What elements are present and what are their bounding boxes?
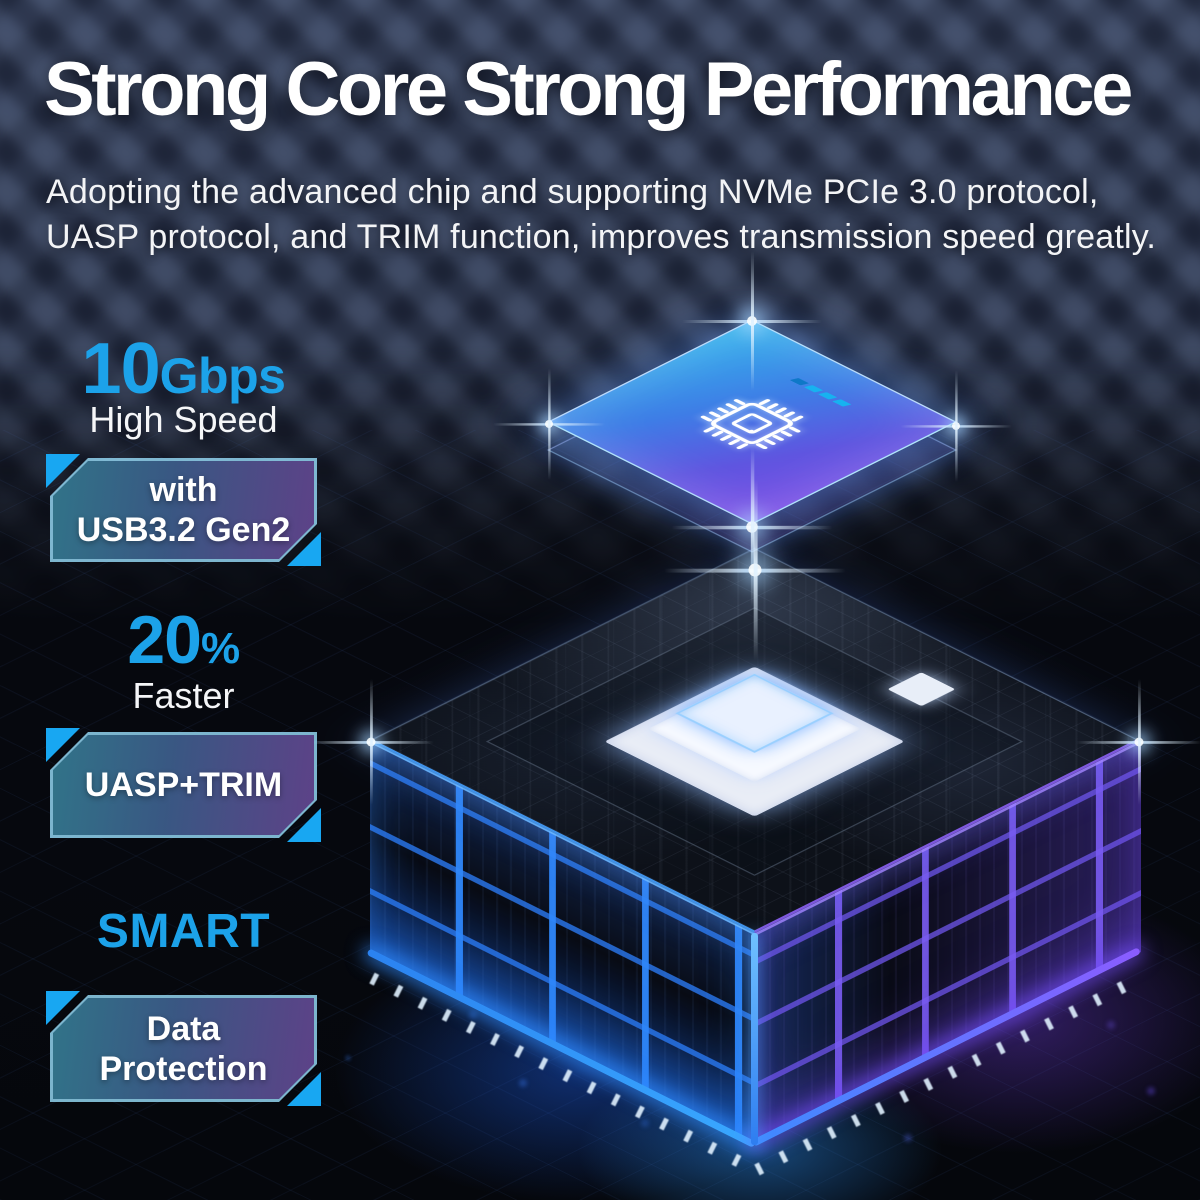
stat-10gbps-value-row: 10 Gbps [50, 333, 317, 405]
badge-fill [53, 998, 314, 1099]
bokeh-dots [0, 0, 6, 6]
subtitle: Adopting the advanced chip and supportin… [46, 170, 1156, 260]
badge-data-protection-text: Data Protection [50, 995, 317, 1102]
stat-20-percent-value: 20 [127, 602, 202, 678]
subtitle-line-1: Adopting the advanced chip and supportin… [46, 173, 1099, 211]
stat-10gbps: 10 Gbps [50, 333, 317, 405]
stat-10gbps-value: 10 [81, 329, 161, 409]
badge-uasp-trim-text: UASP+TRIM [50, 732, 317, 838]
page-title: Strong Core Strong Performance [44, 47, 1133, 132]
cpu-chip-icon [700, 399, 804, 450]
stat-20-percent: 20% [50, 606, 317, 674]
badge-line: Protection [99, 1049, 268, 1088]
badge-fill [53, 735, 314, 835]
badge-uasp-trim: UASP+TRIM [46, 728, 321, 842]
stat-label-faster: Faster [132, 675, 235, 716]
smart-heading: SMART [96, 905, 271, 958]
badge-line: Data [146, 1009, 221, 1048]
subtitle-line-2: UASP protocol, and TRIM function, improv… [46, 218, 1157, 256]
stat-10gbps-unit: Gbps [159, 348, 286, 404]
badge-line: with [149, 471, 218, 509]
badge-line: UASP+TRIM [84, 766, 283, 804]
badge-usb32-gen2-text: with USB3.2 Gen2 [50, 458, 317, 562]
floating-chip [546, 319, 958, 525]
stat-20-percent-value-row: 20% [50, 606, 317, 674]
stat-label-high-speed: High Speed [89, 399, 278, 440]
badge-fill [53, 461, 314, 559]
badge-line: USB3.2 Gen2 [76, 511, 291, 549]
stat-20-percent-unit: % [201, 624, 240, 673]
badge-data-protection: Data Protection [46, 991, 321, 1106]
badge-usb32-gen2: with USB3.2 Gen2 [46, 454, 321, 566]
